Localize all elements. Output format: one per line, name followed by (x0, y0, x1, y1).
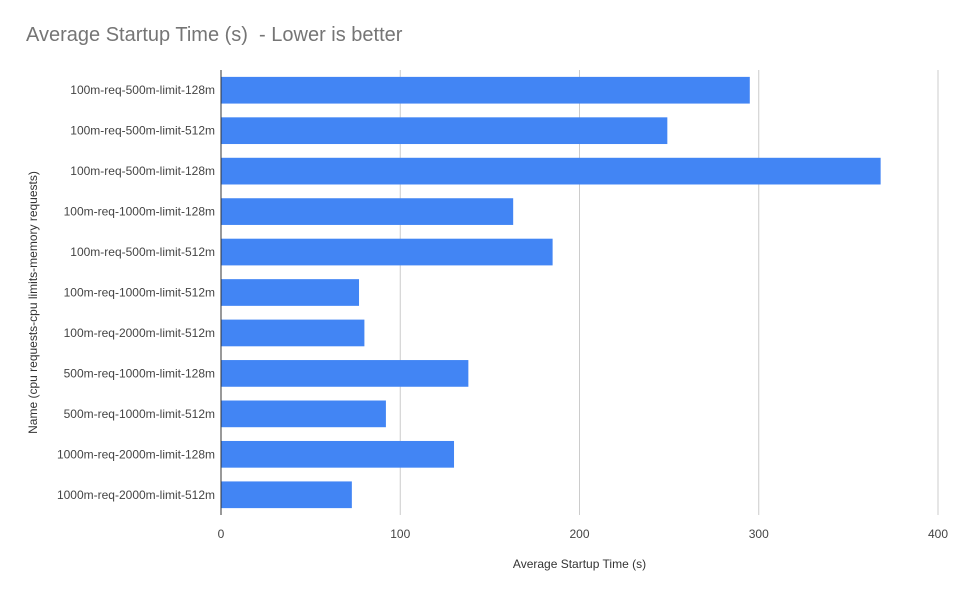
chart-title: Average Startup Time (s) - Lower is bett… (26, 24, 403, 46)
bar (221, 238, 553, 266)
bars (221, 76, 881, 509)
labels: 0 100 200 300 400 100m-req-500m-limit-128m 100… (26, 83, 948, 571)
grid-lines (399, 70, 939, 515)
bar (221, 198, 514, 225)
bar (221, 76, 750, 104)
category-label: 100m-req-2000m-limit-512m (64, 326, 215, 340)
category-label: 1000m-req-2000m-limit-512m (57, 488, 215, 502)
x-tick-label: 0 (218, 527, 225, 541)
category-label: 1000m-req-2000m-limit-128m (57, 447, 215, 461)
bar (221, 279, 360, 306)
bar (221, 117, 668, 145)
x-tick-label: 300 (749, 527, 769, 541)
bar (221, 360, 469, 387)
bar (221, 400, 386, 428)
x-tick-label: 200 (569, 527, 589, 541)
bar (221, 157, 881, 185)
category-label: 100m-req-500m-limit-128m (70, 83, 215, 97)
category-label: 500m-req-1000m-limit-128m (64, 366, 215, 380)
category-label: 100m-req-500m-limit-128m (70, 164, 215, 178)
y-axis-title: Name (cpu requests-cpu limits-memory req… (26, 171, 40, 434)
x-tick-label: 400 (928, 527, 948, 541)
x-tick-label: 100 (390, 527, 410, 541)
category-label: 100m-req-1000m-limit-128m (64, 205, 215, 219)
bar (221, 481, 352, 509)
bar (221, 440, 455, 468)
x-axis-title: Average Startup Time (s) (513, 557, 646, 571)
bar (221, 319, 365, 347)
category-label: 100m-req-1000m-limit-512m (64, 286, 215, 300)
category-label: 100m-req-500m-limit-512m (70, 245, 215, 259)
category-label: 100m-req-500m-limit-512m (70, 124, 215, 138)
category-label: 500m-req-1000m-limit-512m (64, 407, 215, 421)
